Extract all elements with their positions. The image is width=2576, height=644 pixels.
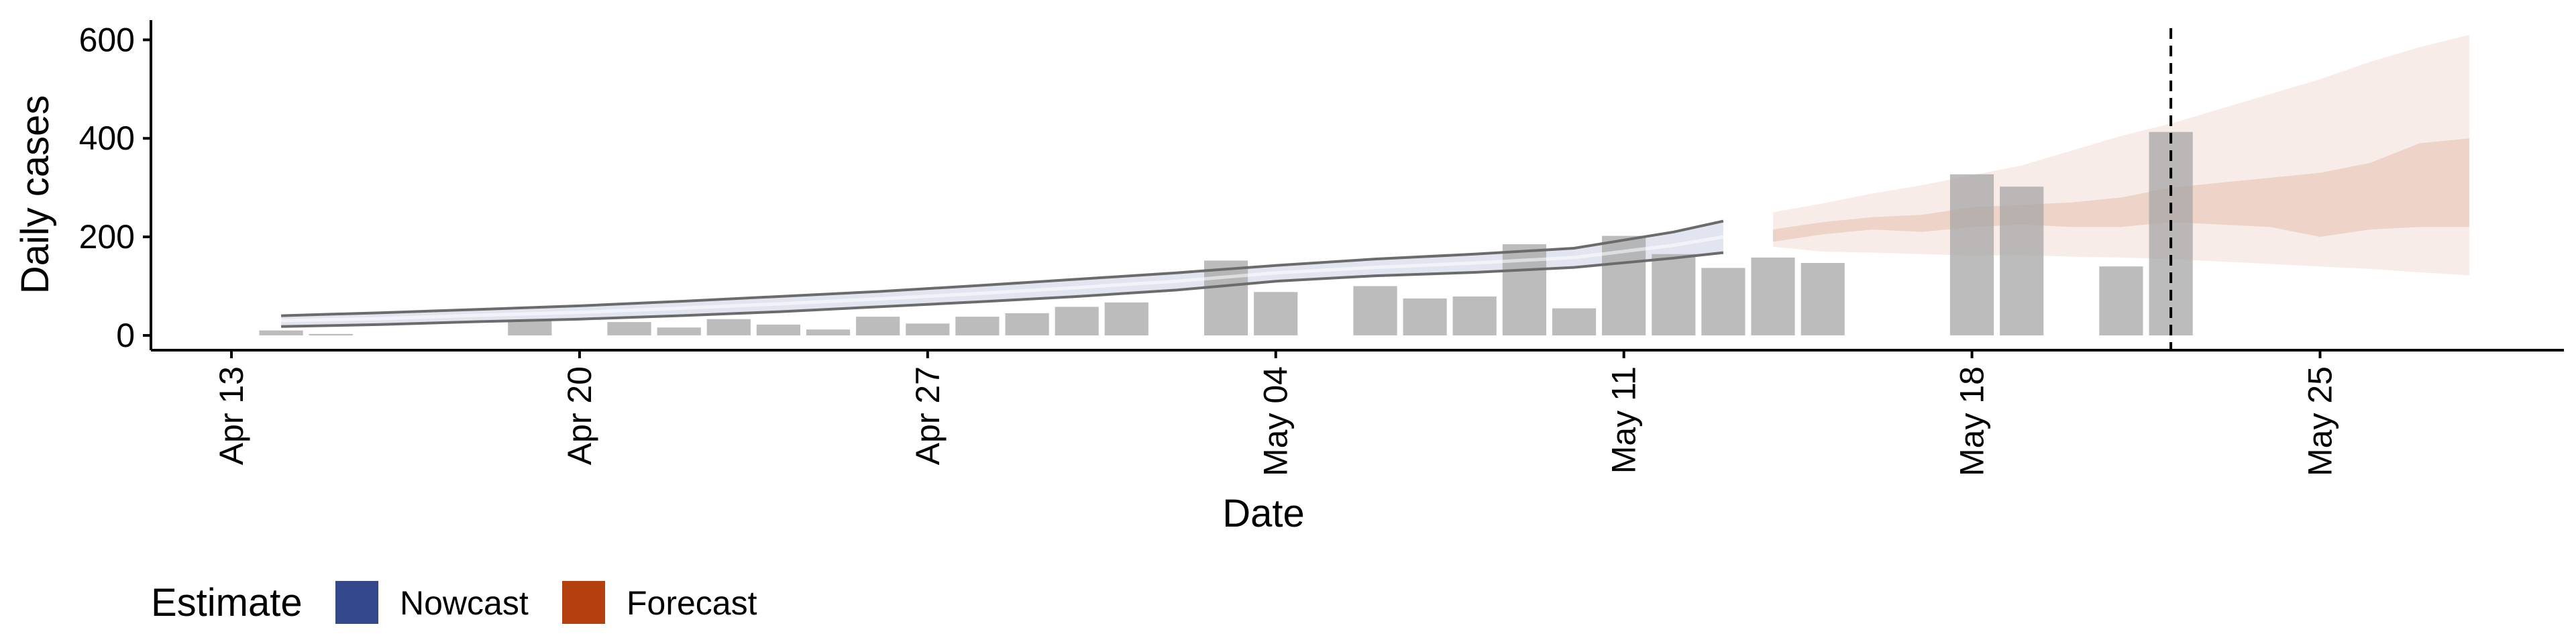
y-tick-label: 400	[79, 119, 135, 157]
observed-bar	[706, 319, 751, 335]
x-tick-label: Apr 27	[909, 366, 947, 465]
observed-bar	[756, 324, 800, 335]
observed-bar	[508, 319, 552, 335]
observed-bar	[1403, 298, 1447, 335]
forecast-band-50	[1773, 138, 2469, 242]
y-ticks: 0 200 400 600	[79, 21, 151, 354]
observed-bar	[2000, 186, 2044, 335]
legend: Estimate Nowcast Forecast	[151, 581, 757, 625]
observed-bar	[1254, 292, 1298, 335]
observed-bar	[1751, 257, 1795, 335]
legend-label-nowcast: Nowcast	[400, 584, 529, 622]
observed-bar	[1353, 286, 1397, 335]
nowcast-upper-line	[281, 219, 1724, 317]
legend-key-nowcast	[335, 581, 378, 624]
forecast-band-90	[1773, 35, 2469, 276]
x-tick-label: May 25	[2301, 366, 2339, 476]
observed-bar	[906, 323, 950, 335]
x-tick-label: May 18	[1953, 366, 1991, 476]
observed-bar	[1552, 308, 1597, 335]
observed-bar	[1452, 297, 1497, 335]
nowcast-lower-line	[281, 251, 1724, 328]
observed-bar	[856, 317, 900, 335]
y-tick-label: 0	[116, 317, 135, 354]
observed-bar	[955, 317, 1000, 335]
observed-bar	[1204, 260, 1248, 335]
observed-bar	[2099, 266, 2143, 335]
observed-bar	[1701, 268, 1746, 335]
observed-bar	[1005, 313, 1049, 335]
observed-bar	[2149, 131, 2193, 335]
observed-bar	[309, 333, 353, 335]
observed-bar	[657, 327, 701, 335]
x-tick-label: Apr 20	[561, 366, 598, 465]
x-ticks: Apr 13 Apr 20 Apr 27 May 04 May 11 May 18 May …	[213, 350, 2339, 476]
x-axis-title: Date	[1222, 492, 1305, 535]
observed-bar	[1055, 307, 1099, 335]
nowcast-median-line	[281, 235, 1724, 323]
x-tick-label: May 11	[1605, 366, 1643, 474]
observed-bar	[1949, 174, 1994, 335]
legend-key-forecast	[562, 581, 605, 624]
observed-bar	[259, 330, 303, 335]
observed-bar	[1104, 302, 1148, 335]
x-tick-label: May 04	[1257, 366, 1295, 476]
observed-bar	[607, 322, 651, 335]
legend-title: Estimate	[151, 581, 303, 625]
nowcast-lines	[281, 219, 1724, 328]
observed-bar	[1801, 263, 1845, 335]
legend-label-forecast: Forecast	[627, 584, 757, 622]
y-tick-label: 200	[79, 218, 135, 256]
observed-bar	[1652, 254, 1696, 335]
x-tick-label: Apr 13	[213, 366, 250, 465]
y-tick-label: 600	[79, 21, 135, 58]
axes	[150, 20, 2564, 352]
y-axis-title: Daily cases	[13, 95, 57, 294]
observed-bar	[806, 329, 851, 335]
